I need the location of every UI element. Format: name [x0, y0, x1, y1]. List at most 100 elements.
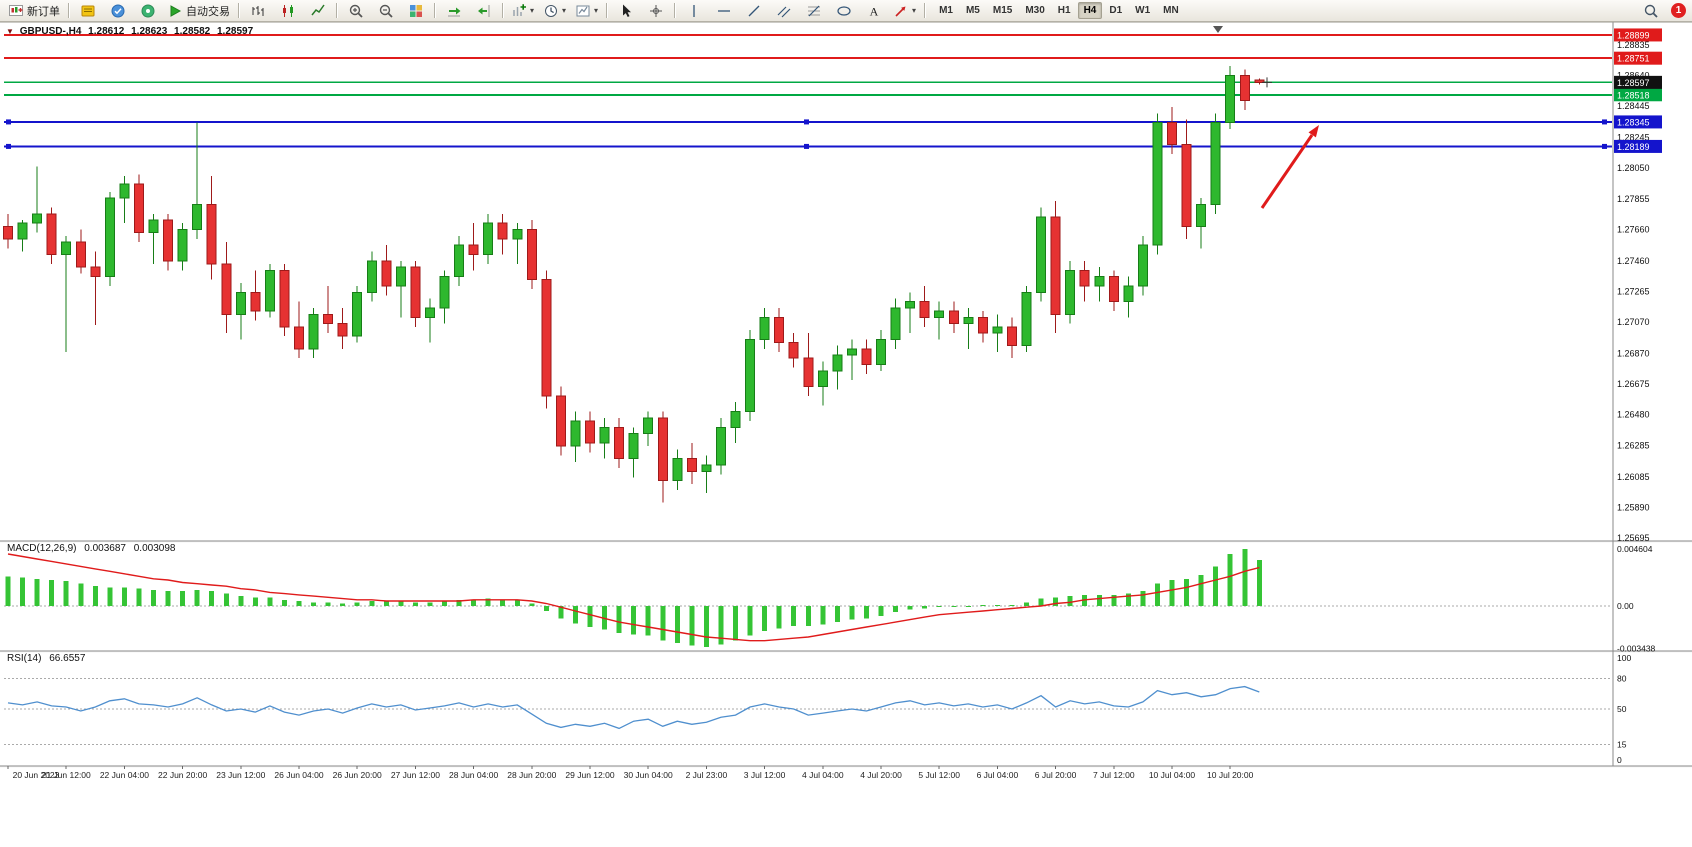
timeframe-button-d1[interactable]: D1 — [1109, 5, 1123, 16]
svg-text:27 Jun 12:00: 27 Jun 12:00 — [391, 770, 440, 780]
svg-text:22 Jun 04:00: 22 Jun 04:00 — [100, 770, 149, 780]
line-chart-button[interactable] — [303, 0, 332, 21]
indicators-button[interactable]: ▾ — [507, 0, 538, 21]
ohlc-high: 1.28623 — [131, 26, 168, 37]
candlestick-chart-button[interactable] — [273, 0, 302, 21]
hline-icon — [717, 9, 730, 12]
timeframe-button-m5[interactable]: M5 — [965, 5, 980, 16]
horizontal-line-objects[interactable] — [4, 33, 1612, 149]
zoom-in-button[interactable] — [341, 0, 370, 21]
metaeditor-button[interactable] — [73, 0, 102, 21]
toolbar-separator — [674, 3, 676, 18]
line-handle[interactable] — [6, 143, 11, 149]
svg-text:1.28835: 1.28835 — [1617, 40, 1650, 50]
price-axis[interactable]: 1.28835 1.28640 1.28445 1.28245 1.28050 1.278… — [1617, 40, 1650, 543]
zoom-out-button[interactable] — [371, 0, 400, 21]
bar-chart-button[interactable] — [243, 0, 272, 21]
line-handle[interactable] — [1602, 119, 1607, 125]
search-button[interactable] — [1636, 0, 1665, 21]
chart-shift-button[interactable] — [469, 0, 498, 21]
svg-text:1.27265: 1.27265 — [1617, 286, 1650, 296]
fibonacci-button[interactable] — [799, 0, 828, 21]
line-handle[interactable] — [804, 143, 809, 149]
templates-icon — [576, 5, 590, 16]
macd-indicator-label: MACD(12,26,9) 0.003687 0.003098 — [7, 543, 180, 554]
dropdown-caret-icon[interactable]: ▾ — [912, 5, 917, 15]
line-handle[interactable] — [1602, 143, 1607, 149]
tile-windows-button[interactable] — [401, 0, 430, 21]
auto-trading-button[interactable]: 自动交易 — [163, 0, 234, 21]
chart-canvas[interactable]: 1.28835 1.28640 1.28445 1.28245 1.28050 1.278… — [0, 22, 1692, 847]
svg-text:26 Jun 04:00: 26 Jun 04:00 — [274, 770, 323, 780]
text-button[interactable]: A — [859, 0, 888, 21]
timeframe-button-m15[interactable]: M15 — [992, 5, 1013, 16]
svg-text:1.28050: 1.28050 — [1617, 163, 1650, 173]
svg-text:26 Jun 20:00: 26 Jun 20:00 — [333, 770, 382, 780]
horizontal-line-button[interactable] — [709, 0, 738, 21]
periods-button[interactable]: ▾ — [539, 0, 570, 21]
market-button[interactable] — [103, 0, 132, 21]
notification-badge[interactable]: 1 — [1671, 3, 1686, 18]
candlestick-series — [3, 66, 1265, 503]
timeframe-button-mn[interactable]: MN — [1163, 5, 1179, 16]
svg-text:100: 100 — [1617, 653, 1631, 663]
auto-scroll-icon — [447, 7, 460, 16]
ohlc-low: 1.28582 — [174, 26, 211, 37]
ohlc-open: 1.28612 — [88, 26, 125, 37]
chart-window[interactable]: 1.28835 1.28640 1.28445 1.28245 1.28050 1.278… — [0, 22, 1692, 847]
cursor-button[interactable] — [611, 0, 640, 21]
chart-shift-marker[interactable] — [1213, 26, 1223, 33]
zoom-in-icon — [349, 4, 363, 18]
timeframe-toolbar: M1 M5 M15 M30 H1 H4 D1 W1 MN — [933, 2, 1185, 19]
text-tool-icon: A — [869, 4, 878, 18]
line-handle[interactable] — [6, 119, 11, 125]
timeframe-button-h1[interactable]: H1 — [1057, 5, 1071, 16]
new-order-icon — [9, 4, 23, 16]
timeframe-button-m1[interactable]: M1 — [939, 5, 953, 16]
timeframe-button-m30[interactable]: M30 — [1025, 5, 1045, 16]
dropdown-caret-icon[interactable]: ▾ — [530, 5, 535, 15]
svg-text:1.26285: 1.26285 — [1617, 440, 1650, 450]
auto-trading-button-label: 自动交易 — [186, 5, 230, 18]
arrows-button[interactable]: ▾ — [889, 0, 920, 21]
svg-text:7 Jul 12:00: 7 Jul 12:00 — [1093, 770, 1135, 780]
new-order-button[interactable]: 新订单 — [4, 0, 64, 21]
price-tags: 1.28899 1.28751 1.28518 1.28345 1.28189 1.285… — [1614, 28, 1662, 153]
toolbar-separator — [238, 3, 239, 18]
crosshair-icon — [649, 4, 662, 17]
timeframe-button-w1[interactable]: W1 — [1135, 5, 1151, 16]
svg-text:-0.003438: -0.003438 — [1617, 644, 1656, 654]
arrow-annotation[interactable] — [1260, 125, 1319, 209]
line-handle[interactable] — [804, 119, 809, 125]
svg-text:0: 0 — [1617, 755, 1622, 765]
svg-text:5 Jul 12:00: 5 Jul 12:00 — [918, 770, 960, 780]
svg-text:1.28245: 1.28245 — [1617, 133, 1650, 143]
dropdown-caret-icon[interactable]: ▾ — [562, 5, 567, 15]
macd-panel: 0.004604 0.00 -0.003438 — [4, 544, 1656, 654]
macd-main-value: 0.003687 — [84, 543, 126, 554]
templates-button[interactable]: ▾ — [571, 0, 602, 21]
macd-signal-value: 0.003098 — [133, 543, 176, 554]
toolbar-separator — [68, 3, 69, 18]
channel-button[interactable] — [769, 0, 798, 21]
shapes-button[interactable] — [829, 0, 858, 21]
timeframe-button-h4[interactable]: H4 — [1077, 2, 1103, 19]
auto-scroll-button[interactable] — [439, 0, 468, 21]
chart-shift-icon — [477, 4, 489, 17]
svg-text:0.00: 0.00 — [1617, 601, 1634, 611]
signals-icon — [141, 4, 154, 17]
trendline-button[interactable] — [739, 0, 768, 21]
shapes-icon — [836, 5, 851, 16]
signals-button[interactable] — [133, 0, 162, 21]
line-chart-icon — [310, 4, 325, 15]
vertical-line-button[interactable] — [679, 0, 708, 21]
dropdown-caret-icon[interactable]: ▾ — [594, 5, 599, 15]
svg-text:80: 80 — [1617, 673, 1627, 683]
svg-text:1.26675: 1.26675 — [1617, 379, 1650, 389]
toolbar-separator — [502, 3, 503, 18]
svg-text:1.27855: 1.27855 — [1617, 194, 1650, 204]
fibonacci-icon — [807, 5, 820, 16]
crosshair-button[interactable] — [641, 0, 670, 21]
